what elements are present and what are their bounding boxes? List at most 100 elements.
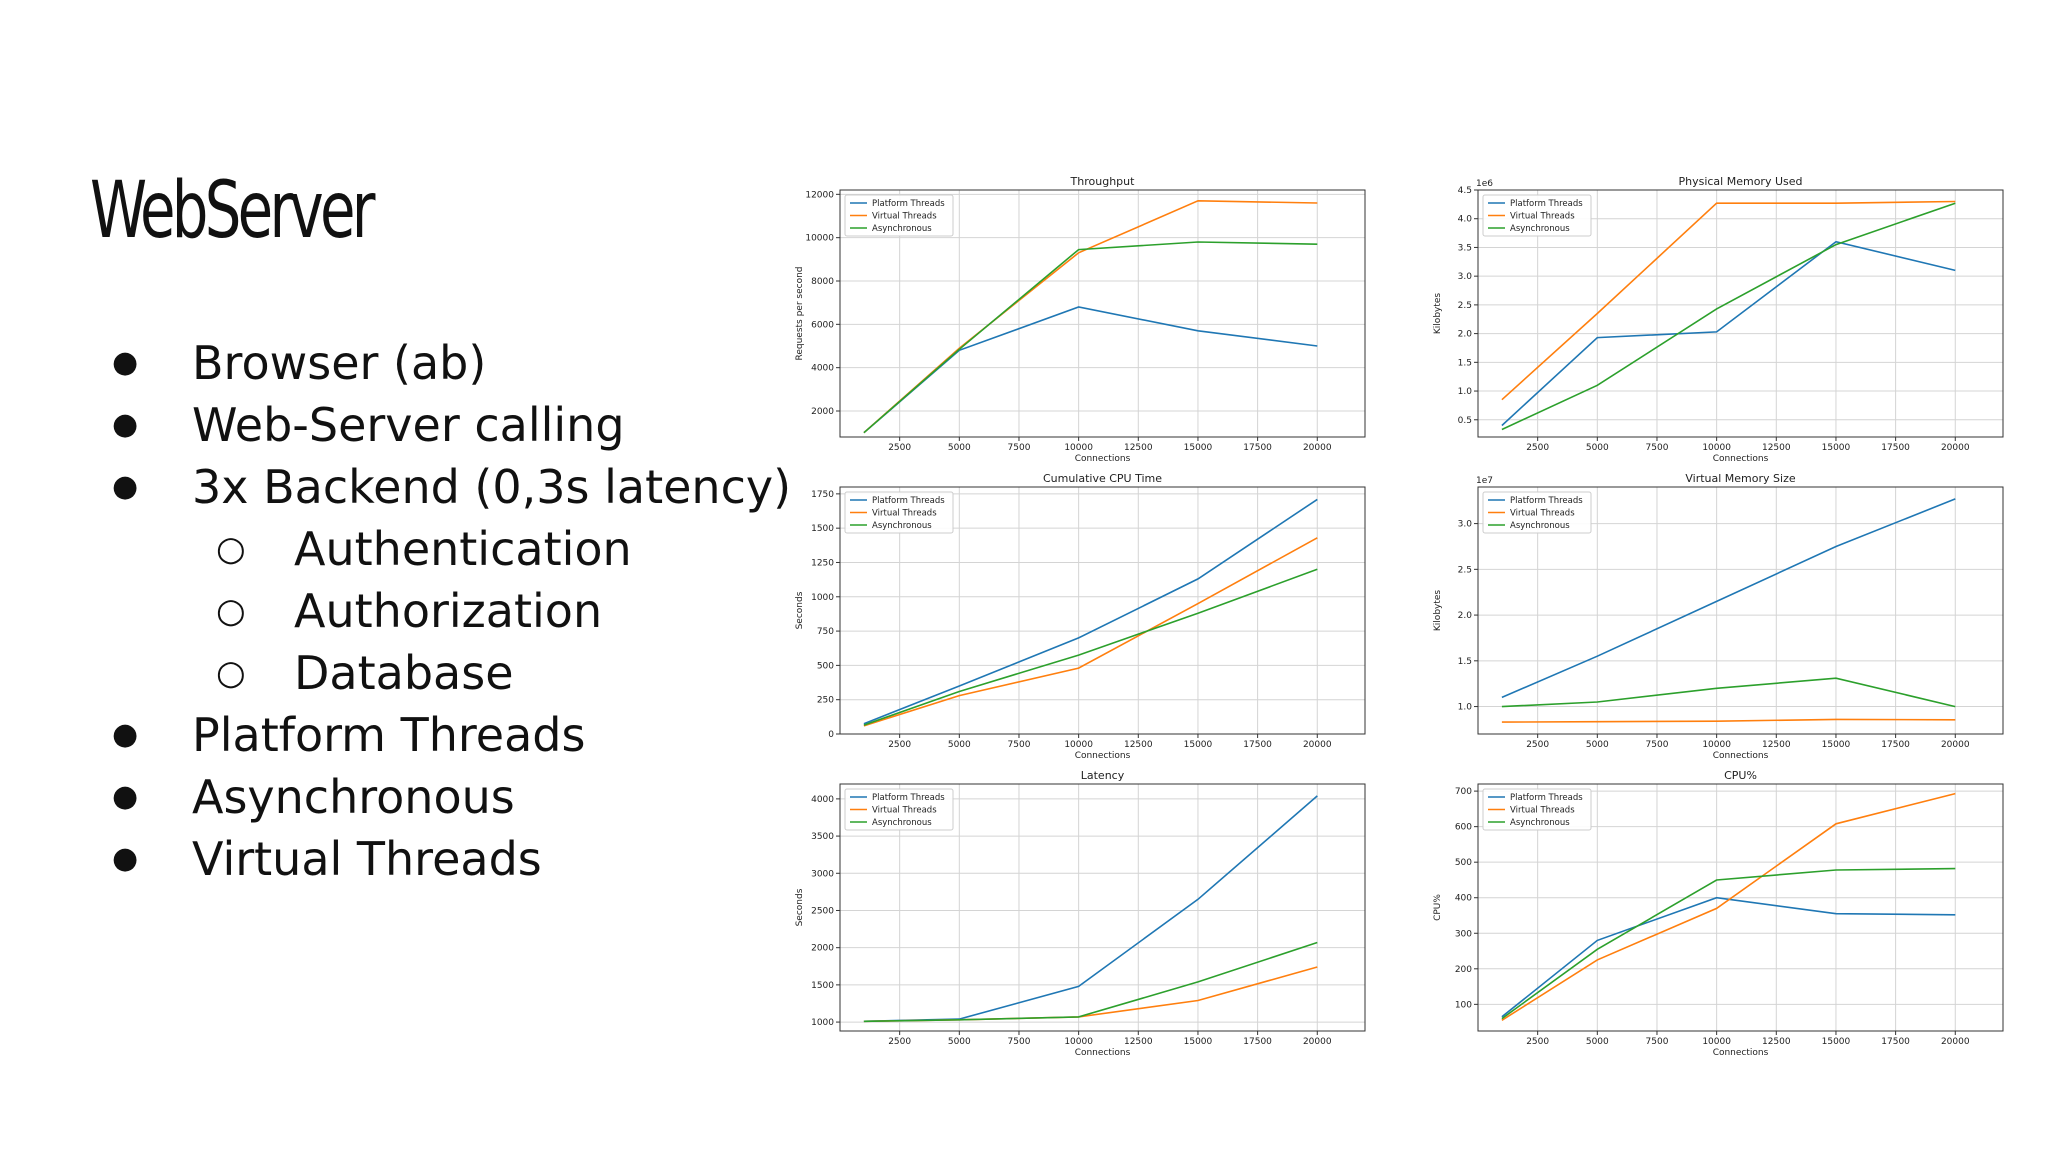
legend-entry: Asynchronous (1510, 521, 1570, 531)
x-tick-label: 5000 (948, 1037, 971, 1047)
y-tick-label: 1.5 (1458, 358, 1472, 368)
y-tick-label: 1500 (811, 981, 834, 991)
x-tick-label: 20000 (1941, 443, 1970, 453)
chart-panel: 2500 5000 7500 10000 12500 15000 17500 20000 100… (1433, 769, 2004, 1058)
chart-panel: 2500 5000 7500 10000 12500 15000 17500 20000 100… (795, 769, 1366, 1058)
bullet-text: Browser (ab) (192, 336, 487, 390)
plot-frame (839, 486, 1366, 735)
y-tick-label: 6000 (811, 320, 834, 330)
y-tick-label: 200 (1455, 965, 1472, 975)
y-tick-label: 500 (1455, 858, 1472, 868)
plot-frame (839, 189, 1366, 438)
legend-box (1482, 491, 1592, 534)
y-tick-label: 1750 (811, 490, 834, 500)
charts-grid: 2500 5000 7500 10000 12500 15000 17500 20000 200… (795, 175, 2004, 1058)
legend-box (844, 491, 954, 534)
x-tick-label: 12500 (1762, 1037, 1791, 1047)
bullet-dot-icon: ● (112, 841, 139, 876)
x-tick-label: 7500 (1008, 1037, 1031, 1047)
y-tick-label: 2.5 (1458, 565, 1472, 575)
y-tick-label: 2.5 (1458, 301, 1472, 311)
y-tick-label: 400 (1455, 894, 1472, 904)
x-axis-label: Connections (1075, 454, 1131, 464)
y-tick-label: 0.5 (1458, 416, 1472, 426)
x-tick-label: 15000 (1184, 1037, 1213, 1047)
x-tick-label: 12500 (1124, 443, 1153, 453)
x-tick-label: 5000 (1586, 740, 1609, 750)
x-tick-label: 2500 (888, 740, 911, 750)
y-tick-label: 3.0 (1458, 520, 1473, 530)
legend: Platform Threads Virtual Threads Asynchron… (844, 194, 954, 237)
y-tick-label: 2000 (811, 407, 834, 417)
x-tick-label: 15000 (1822, 740, 1851, 750)
series-line (863, 537, 1318, 727)
y-tick-label: 3500 (811, 832, 834, 842)
bullet-text: Authorization (294, 584, 603, 638)
x-tick-label: 10000 (1064, 1037, 1093, 1047)
legend-entry: Asynchronous (1510, 224, 1570, 234)
y-tick-label: 1000 (811, 593, 834, 603)
x-tick-label: 12500 (1124, 740, 1153, 750)
y-axis-label: Requests per second (795, 266, 805, 360)
bullet-dot-icon: ● (112, 717, 139, 752)
y-tick-label: 600 (1455, 823, 1472, 833)
x-tick-label: 7500 (1008, 740, 1031, 750)
x-tick-label: 15000 (1184, 443, 1213, 453)
bullet-text: Authentication (294, 522, 632, 576)
legend-entry: Asynchronous (872, 818, 932, 828)
y-tick-label: 2.0 (1458, 330, 1473, 340)
y-tick-label: 1.0 (1458, 703, 1473, 713)
y-tick-label: 250 (817, 696, 834, 706)
legend-entry: Virtual Threads (1510, 806, 1575, 816)
legend-entry: Asynchronous (872, 224, 932, 234)
legend-entry: Platform Threads (872, 199, 945, 209)
series-line (1501, 792, 1956, 1021)
chart-panel: 2500 5000 7500 10000 12500 15000 17500 20000 0 25… (795, 472, 1366, 761)
y-tick-label: 100 (1455, 1000, 1472, 1010)
x-tick-label: 5000 (1586, 1037, 1609, 1047)
y-axis-label: CPU% (1433, 894, 1443, 921)
legend: Platform Threads Virtual Threads Asynchron… (1482, 788, 1592, 831)
series-line (1501, 240, 1956, 427)
legend: Platform Threads Virtual Threads Asynchron… (1482, 194, 1592, 237)
y-tick-label: 1500 (811, 524, 834, 534)
series-line (1501, 677, 1956, 708)
x-tick-label: 20000 (1303, 740, 1332, 750)
x-tick-label: 7500 (1646, 1037, 1669, 1047)
legend: Platform Threads Virtual Threads Asynchron… (844, 491, 954, 534)
bullet-dot-icon: ● (112, 469, 139, 504)
y-scale-label: 1e6 (1476, 179, 1493, 189)
x-tick-label: 20000 (1941, 1037, 1970, 1047)
bullet-text: Database (294, 646, 514, 700)
x-tick-label: 7500 (1008, 443, 1031, 453)
legend-entry: Virtual Threads (1510, 212, 1575, 222)
x-tick-label: 12500 (1124, 1037, 1153, 1047)
bullet-text: Virtual Threads (192, 832, 542, 886)
x-tick-label: 20000 (1303, 1037, 1332, 1047)
y-tick-label: 750 (817, 627, 834, 637)
y-tick-label: 300 (1455, 929, 1472, 939)
x-tick-label: 12500 (1762, 443, 1791, 453)
y-scale-label: 1e7 (1476, 476, 1493, 486)
y-axis-label: Seconds (795, 888, 805, 926)
y-tick-label: 4.0 (1458, 215, 1473, 225)
x-tick-label: 7500 (1646, 740, 1669, 750)
legend-box (844, 194, 954, 237)
x-tick-label: 2500 (888, 1037, 911, 1047)
y-axis-label: Seconds (795, 591, 805, 629)
y-tick-label: 1.5 (1458, 657, 1472, 667)
x-tick-label: 10000 (1064, 740, 1093, 750)
x-axis-label: Connections (1075, 1048, 1131, 1058)
legend-entry: Platform Threads (1510, 199, 1583, 209)
legend-entry: Platform Threads (872, 793, 945, 803)
x-tick-label: 17500 (1881, 740, 1910, 750)
x-tick-label: 17500 (1881, 1037, 1910, 1047)
legend: Platform Threads Virtual Threads Asynchron… (1482, 491, 1592, 534)
plot-frame (1477, 486, 2004, 735)
x-tick-label: 17500 (1243, 740, 1272, 750)
legend-entry: Virtual Threads (872, 806, 937, 816)
chart-title: Physical Memory Used (1678, 175, 1802, 188)
y-tick-label: 1.0 (1458, 387, 1473, 397)
chart-title: Virtual Memory Size (1685, 472, 1795, 485)
chart-title: Throughput (1070, 175, 1136, 188)
